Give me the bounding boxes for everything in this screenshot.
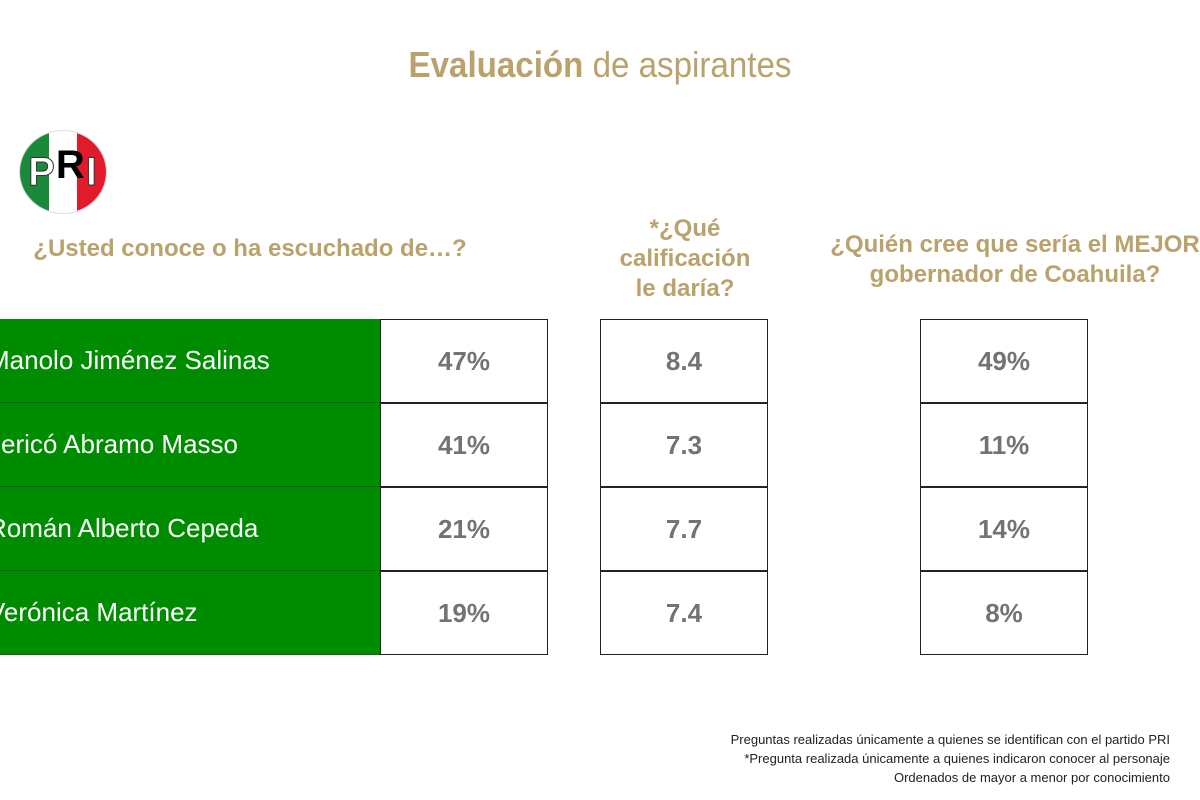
q3-line: ¿Quién cree que sería el MEJOR	[830, 231, 1200, 258]
conoce-value: 19%	[380, 571, 548, 655]
mejor-column: 49% 11% 14% 8%	[920, 319, 1088, 655]
page-title: Evaluación de aspirantes	[48, 44, 1152, 86]
calificacion-column: 8.4 7.3 7.7 7.4	[600, 319, 768, 655]
q2-line: le daría?	[635, 275, 735, 302]
question-calificacion: *¿Qué calificación le daría?	[590, 214, 780, 304]
mejor-value: 11%	[920, 403, 1088, 487]
calificacion-value: 7.7	[600, 487, 768, 571]
question-mejor: ¿Quién cree que sería el MEJOR gobernado…	[800, 230, 1200, 290]
names-column: Manolo Jiménez Salinas Jericó Abramo Mas…	[0, 319, 380, 655]
question-conoce: ¿Usted conoce o ha escuchado de…?	[33, 235, 467, 262]
calificacion-value: 7.4	[600, 571, 768, 655]
candidate-name: Jericó Abramo Masso	[0, 403, 380, 487]
footnote: Preguntas realizadas únicamente a quiene…	[730, 732, 1170, 747]
q3-line: gobernador de Coahuila?	[869, 261, 1161, 288]
q2-line: calificación	[619, 245, 751, 272]
mejor-value: 14%	[920, 487, 1088, 571]
candidate-name: Román Alberto Cepeda	[0, 487, 380, 571]
conoce-value: 21%	[380, 487, 548, 571]
q2-line: *¿Qué	[649, 215, 721, 242]
mejor-value: 8%	[920, 571, 1088, 655]
calificacion-value: 7.3	[600, 403, 768, 487]
footnote: Ordenados de mayor a menor por conocimie…	[893, 770, 1170, 785]
title-rest: de aspirantes	[583, 44, 792, 85]
candidate-name: Manolo Jiménez Salinas	[0, 319, 380, 403]
mejor-value: 49%	[920, 319, 1088, 403]
candidate-name: Verónica Martínez	[0, 571, 380, 655]
conoce-value: 47%	[380, 319, 548, 403]
footnote: *Pregunta realizada únicamente a quienes…	[744, 751, 1170, 766]
footnotes: Preguntas realizadas únicamente a quiene…	[731, 730, 1170, 787]
calificacion-value: 8.4	[600, 319, 768, 403]
title-bold: Evaluación	[408, 44, 584, 85]
conoce-value: 41%	[380, 403, 548, 487]
conoce-column: 47% 41% 21% 19%	[380, 319, 548, 655]
